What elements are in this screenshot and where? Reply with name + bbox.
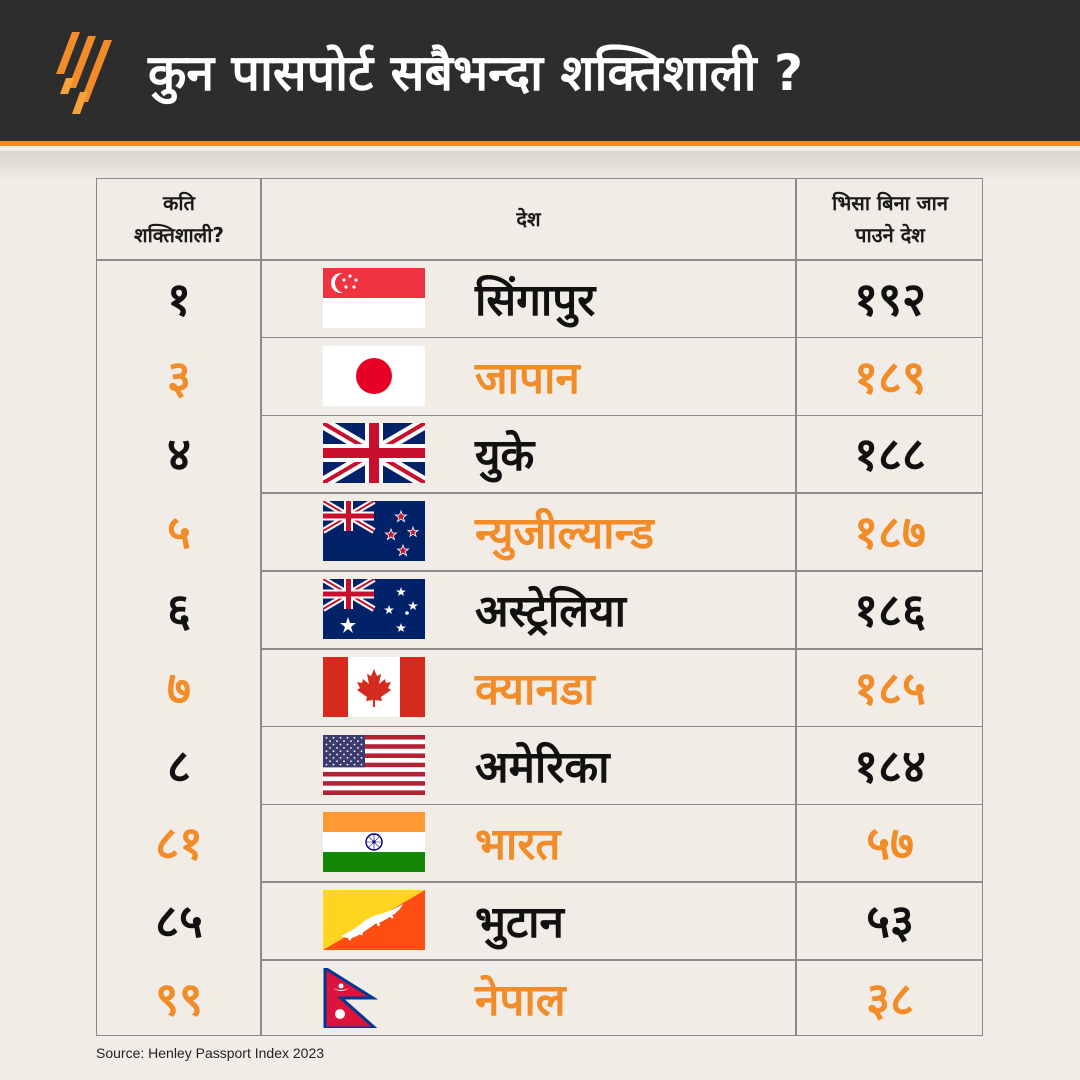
- country-name: नेपाल: [475, 975, 566, 1027]
- table-row: ९९ नेपाल ३८: [97, 959, 984, 1037]
- table-row: १ सिंगापुर १९२: [97, 259, 984, 337]
- visa-free-count: १८९: [854, 349, 926, 404]
- row-divider: [261, 648, 982, 650]
- bhutan-flag-icon: [323, 890, 425, 951]
- visa-free-count: १८६: [854, 583, 926, 638]
- column-header-visa-free: भिसा बिना जान पाउने देश: [832, 191, 948, 247]
- visa-free-count: १८८: [854, 427, 926, 482]
- australia-flag-icon: [323, 579, 425, 640]
- page-title: कुन पासपोर्ट सबैभन्दा शक्तिशाली ?: [148, 44, 803, 102]
- country-name: अमेरिका: [475, 741, 610, 793]
- country-name: भुटान: [475, 897, 564, 949]
- row-divider: [261, 959, 982, 961]
- rank-cell: १: [167, 271, 191, 326]
- rank-cell: ८१: [155, 816, 203, 871]
- row-divider: [261, 414, 982, 417]
- table-row: ६ अस्ट्रेलिया १८६: [97, 570, 984, 648]
- row-divider: [261, 570, 982, 572]
- japan-flag-icon: [323, 345, 425, 406]
- visa-free-count: ५३: [866, 894, 914, 949]
- row-divider: [261, 725, 982, 728]
- table-row: ८५ भुटान ५३: [97, 881, 984, 959]
- column-divider: [795, 179, 797, 1035]
- rank-cell: ८५: [155, 894, 203, 949]
- rank-cell: ३: [167, 349, 191, 404]
- country-name: युके: [475, 430, 535, 482]
- india-flag-icon: [323, 812, 425, 873]
- country-name: सिंगापुर: [475, 274, 596, 326]
- header-bar: कुन पासपोर्ट सबैभन्दा शक्तिशाली ?: [0, 0, 1080, 146]
- usa-flag-icon: [323, 734, 425, 795]
- table-row: ४ युके १८८: [97, 415, 984, 493]
- country-name: अस्ट्रेलिया: [475, 586, 627, 638]
- row-divider: [261, 336, 982, 339]
- visa-free-count: ५७: [866, 816, 914, 871]
- rank-cell: ७: [167, 660, 191, 715]
- table-row: ८१ भारत ५७: [97, 804, 984, 882]
- header-divider: [97, 259, 982, 261]
- rank-cell: ६: [167, 583, 191, 638]
- rank-cell: ४: [167, 427, 191, 482]
- source-note: Source: Henley Passport Index 2023: [96, 1045, 325, 1061]
- column-header-country: देश: [516, 207, 541, 231]
- table-row: ३ जापान १८९: [97, 337, 984, 415]
- column-divider: [260, 179, 262, 1035]
- visa-free-count: ३८: [866, 972, 914, 1027]
- passport-table: कति शक्तिशाली? देश भिसा बिना जान पाउने द…: [96, 178, 983, 1036]
- row-divider: [261, 881, 982, 883]
- visa-free-count: १८७: [854, 505, 926, 560]
- visa-free-count: १८४: [854, 738, 926, 793]
- table-row: ७ क्यानडा १८५: [97, 648, 984, 726]
- rank-cell: ८: [167, 738, 191, 793]
- visa-free-count: १८५: [854, 660, 926, 715]
- sbs-logo-icon: [56, 32, 112, 114]
- row-divider: [261, 803, 982, 806]
- country-name: जापान: [475, 352, 580, 404]
- visa-free-count: १९२: [854, 271, 926, 326]
- header-shadow: [0, 151, 1080, 181]
- uk-flag-icon: [323, 423, 425, 484]
- column-header-rank: कति शक्तिशाली?: [133, 191, 225, 247]
- singapore-flag-icon: [323, 267, 425, 328]
- nepal-flag-icon: [323, 968, 379, 1029]
- table-row: ५ न्युजील्यान्ड १८७: [97, 492, 984, 570]
- country-name: भारत: [475, 819, 561, 871]
- rank-cell: ५: [167, 505, 191, 560]
- country-name: न्युजील्यान्ड: [475, 508, 654, 560]
- new-zealand-flag-icon: [323, 501, 425, 562]
- table-row: ८ अमेरिका १८४: [97, 726, 984, 804]
- rank-cell: ९९: [155, 972, 203, 1027]
- row-divider: [261, 492, 982, 494]
- country-name: क्यानडा: [475, 663, 595, 715]
- canada-flag-icon: [323, 656, 425, 717]
